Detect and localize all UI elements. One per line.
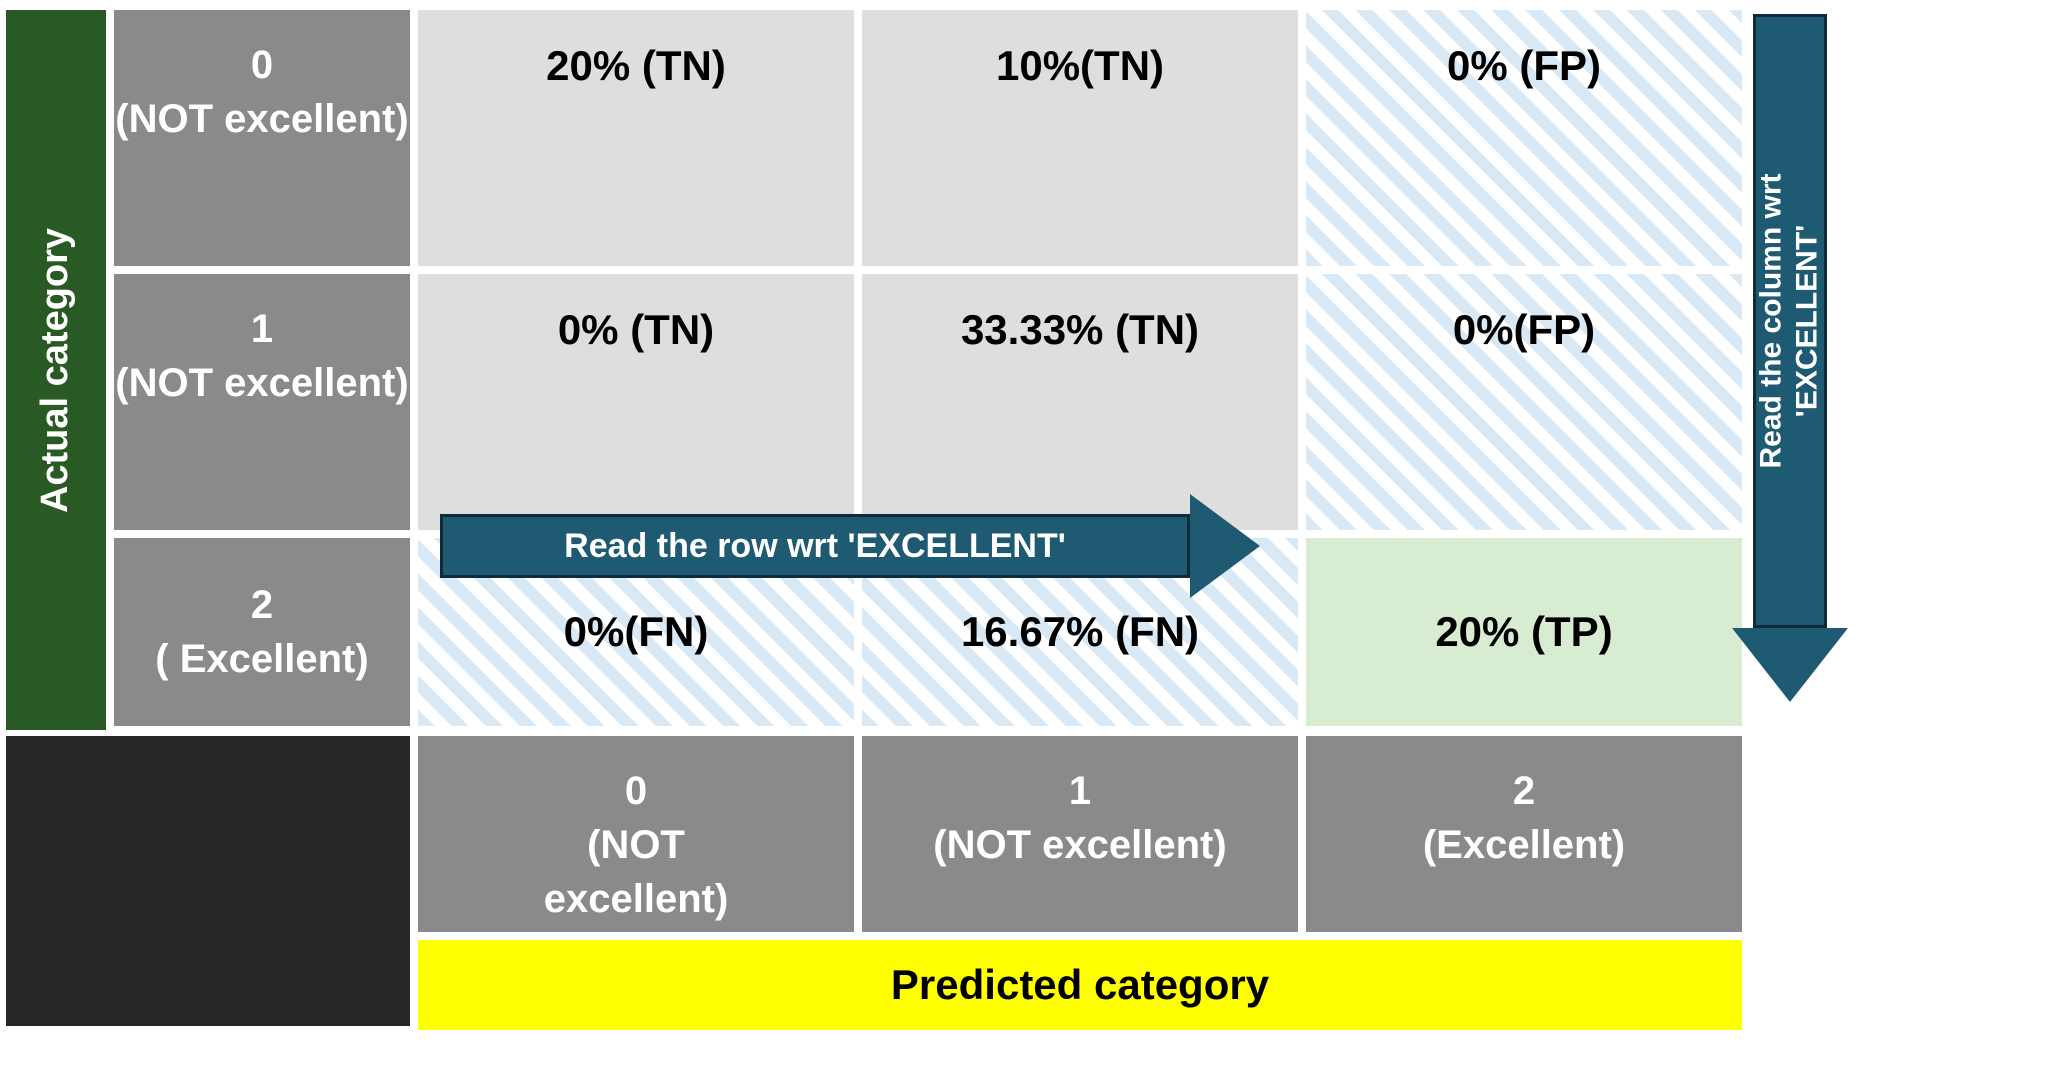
axis-y-label: Actual category xyxy=(6,10,106,730)
col-header-1: 1 (NOT excellent) xyxy=(862,736,1298,932)
col-header-0-id: 0 xyxy=(625,764,647,818)
axis-x-text: Predicted category xyxy=(891,961,1269,1009)
row-header-0: 0 (NOT excellent) xyxy=(114,10,410,266)
col-header-2: 2 (Excellent) xyxy=(1306,736,1742,932)
bottom-left-black-block xyxy=(6,736,410,1026)
col-header-1-id: 1 xyxy=(1069,764,1091,818)
col-header-2-id: 2 xyxy=(1513,764,1535,818)
arrow-right-icon xyxy=(1190,494,1260,598)
row-header-2-id: 2 xyxy=(251,578,273,632)
row-header-1: 1 (NOT excellent) xyxy=(114,274,410,530)
confusion-matrix-figure: Actual category 0 (NOT excellent) 1 (NOT… xyxy=(0,0,2060,1087)
column-direction-arrow: Read the column wrt 'EXCELLENT' xyxy=(1732,14,1848,702)
col-header-0-desc1: (NOT xyxy=(587,818,685,872)
row-header-1-desc: (NOT excellent) xyxy=(115,356,408,410)
row-header-0-desc: (NOT excellent) xyxy=(115,92,408,146)
row-arrow-label: Read the row wrt 'EXCELLENT' xyxy=(440,514,1190,578)
row-header-1-id: 1 xyxy=(251,302,273,356)
col-header-1-desc: (NOT excellent) xyxy=(933,818,1226,872)
cell-r1c2: 0%(FP) xyxy=(1306,274,1742,530)
cell-r1c0: 0% (TN) xyxy=(418,274,854,530)
row-direction-arrow: Read the row wrt 'EXCELLENT' xyxy=(440,494,1260,598)
col-header-0: 0 (NOT excellent) xyxy=(418,736,854,932)
row-header-2-desc: ( Excellent) xyxy=(155,632,368,686)
col-header-0-desc2: excellent) xyxy=(544,872,729,926)
cell-r0c0: 20% (TN) xyxy=(418,10,854,266)
row-header-2: 2 ( Excellent) xyxy=(114,538,410,726)
arrow-down-icon xyxy=(1732,628,1848,702)
cell-r2c2: 20% (TP) xyxy=(1306,538,1742,726)
axis-y-text: Actual category xyxy=(35,227,78,512)
col-header-2-desc: (Excellent) xyxy=(1423,818,1625,872)
col-arrow-label-l2: 'EXCELLENT' xyxy=(1791,225,1824,418)
col-arrow-label-l1: Read the column wrt xyxy=(1755,173,1788,468)
cell-r0c1: 10%(TN) xyxy=(862,10,1298,266)
cell-r1c1: 33.33% (TN) xyxy=(862,274,1298,530)
col-arrow-label: Read the column wrt 'EXCELLENT' xyxy=(1753,14,1827,628)
axis-x-label: Predicted category xyxy=(418,940,1742,1030)
cell-r0c2: 0% (FP) xyxy=(1306,10,1742,266)
row-header-0-id: 0 xyxy=(251,38,273,92)
